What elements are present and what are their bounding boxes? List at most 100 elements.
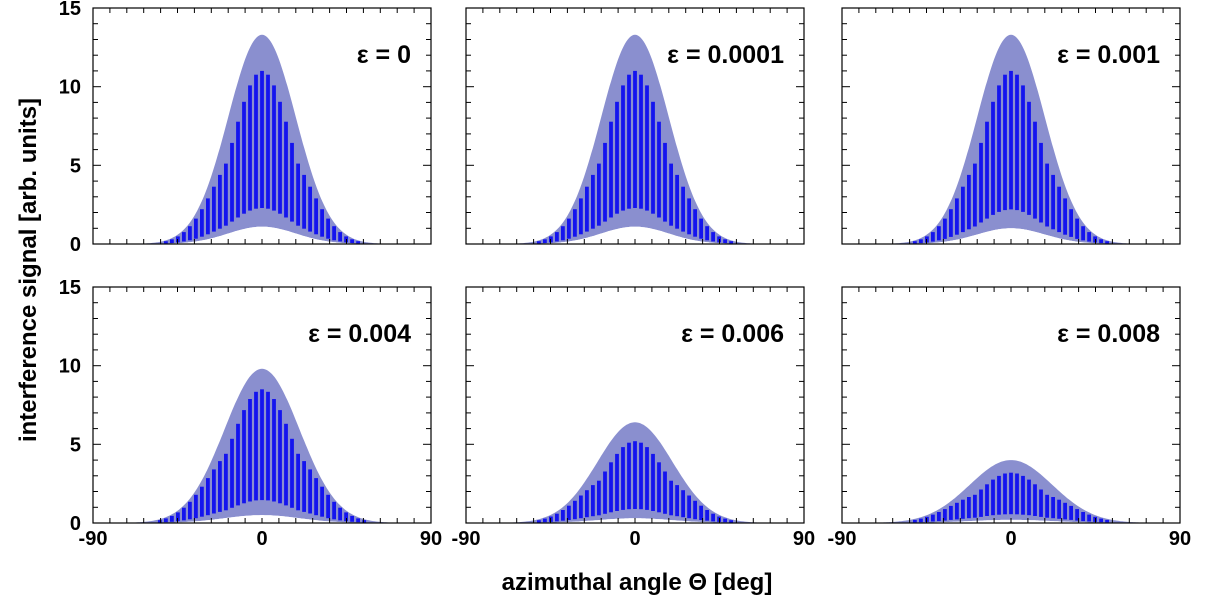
fringe-bar [1009,70,1013,210]
y-axis-title: interference signal [arb. units] [15,98,42,442]
fringe-bar [663,142,667,222]
fringe-bar [266,391,270,501]
fringe-bar [639,74,643,209]
series-fringe-maxima [157,389,367,523]
fringe-bar [543,239,547,243]
fringe-bar [537,520,541,523]
fringe-bar [1057,499,1061,519]
fringe-bar [236,423,240,506]
series-lower-envelope [93,226,431,244]
fringe-bar [973,163,977,227]
fringe-bar [985,484,989,516]
fringe-bar [627,442,631,510]
x-tick-label: 90 [793,528,815,550]
epsilon-label: ε = 0.004 [308,320,411,348]
fringe-bar [919,518,923,523]
fringe-bar [1021,85,1025,212]
fringe-bar [561,226,565,241]
fringe-bar [967,174,971,230]
epsilon-label: ε = 0 [357,41,411,69]
fringe-bar [1027,101,1031,215]
fringe-bar [681,186,685,232]
fringe-bar [979,142,983,223]
x-tick-label: -90 [828,528,857,550]
fringe-bar [230,438,234,508]
fringe-bar [657,462,661,513]
series-fringe-maxima [913,472,1109,523]
fringe-bar [955,198,959,235]
fringe-bar [284,423,288,506]
fringe-bar [260,70,264,209]
fringe-bar [1105,241,1109,244]
fringe-bar [591,174,595,229]
fringe-bar [302,174,306,229]
fringe-bar [320,486,324,517]
x-tick-label: -90 [452,528,481,550]
fringe-bar [1045,494,1049,518]
fringe-bar [579,198,583,235]
fringe-bar [651,101,655,214]
fringe-bar [979,489,983,517]
fringe-bar [157,520,162,523]
fringe-bar [573,209,577,237]
fringe-bar [663,471,667,514]
fringe-bar [230,142,234,222]
fringe-bar [284,121,288,218]
fringe-bar [615,101,619,214]
fringe-bar [1015,473,1019,515]
fringe-bar [591,485,595,517]
fringe-bar [212,186,216,232]
fringe-bar [170,515,174,522]
fringe-bar [248,85,252,211]
fringe-bar [356,518,360,523]
fringe-bar [711,513,715,522]
fringe-bar [597,480,601,516]
fringe-bar [567,505,571,520]
fringe-bar [711,232,715,242]
fringe-bar [1069,209,1073,237]
y-tick-label: 0 [70,234,81,256]
fringe-bar [913,519,917,523]
fringe-bar [356,241,360,244]
fringe-bar [332,226,336,241]
fringe-bar [919,239,923,243]
fringe-bar [1087,232,1091,242]
fringe-bar [1099,518,1103,523]
series-fringe-maxima [913,70,1109,244]
fringe-bar [272,85,276,211]
fringe-bar [218,461,222,512]
x-tick-label: 90 [420,528,442,550]
fringe-bar [1069,505,1073,520]
fringe-bar [296,453,300,511]
fringe-bar [1081,512,1085,522]
fringe-bar [350,239,354,243]
fringe-bar [326,218,330,239]
fringe-bar [290,142,294,222]
fringe-bar [985,121,989,219]
y-tick-label: 10 [59,356,81,378]
series-fringe-maxima [537,441,733,523]
fringe-bar [675,174,679,229]
series-lower-envelope [842,228,1180,244]
fringe-bar [164,241,168,244]
fringe-bar [693,500,697,520]
fringe-bar [1039,142,1043,223]
fringe-bar [603,142,607,222]
fringe-bar [1075,509,1079,521]
fringe-bar [597,163,601,226]
fringe-bar [961,499,965,519]
fringe-bar [242,410,246,504]
fringe-bar [675,485,679,517]
fringe-bar [1105,519,1109,523]
fringe-bar [937,226,941,241]
fringe-bar [633,70,637,209]
epsilon-label: ε = 0.0001 [667,41,784,69]
fringe-bar [200,486,204,517]
fringe-bar [188,501,192,520]
fringe-bar [949,505,953,520]
x-tick-label: 0 [629,528,640,550]
fringe-bar [314,198,318,235]
panel-bottom-middle: -90 0 90 ε = 0.006 [452,286,815,550]
fringe-bar [1045,163,1049,227]
